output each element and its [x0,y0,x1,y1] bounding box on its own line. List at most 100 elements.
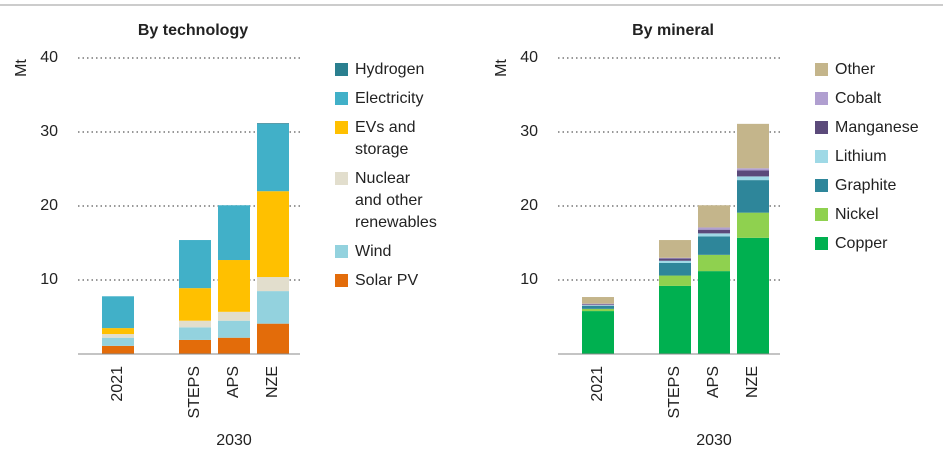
legend-label: EVs and storage [355,119,416,158]
legend: Hydrogen Electricity EVs and storage Nuclea… [335,59,439,299]
bar-segment [179,320,211,328]
y-tick-label: 40 [520,49,538,66]
y-tick-label: 10 [40,271,58,288]
legend-label: Copper [835,235,888,252]
x-group-label: 2030 [696,432,732,449]
bar-segment [179,327,211,340]
legend: Other Cobalt Manganese Lithium Graphite Nicke… [815,59,919,262]
bar-segment [179,240,211,289]
bar-segment [257,277,289,292]
bar-segment [698,205,730,228]
bar-segment [737,237,769,354]
bar-segment [737,168,769,171]
bar-segment [698,227,730,230]
legend-swatch [335,245,348,258]
bar-segment [737,176,769,181]
bar-segment [218,205,250,261]
legend-swatch [815,237,828,250]
legend-item: Wind [335,241,439,263]
bar-segment [737,212,769,238]
legend-label: Electricity [355,90,424,107]
bar-segment [257,191,289,278]
x-tick-label: APS [225,366,242,398]
bar-segment [737,170,769,177]
bar-segment [257,123,289,192]
y-tick-label: 30 [520,123,538,140]
legend-item: Manganese [815,117,919,139]
bar-segment [582,305,614,306]
y-tick-label: 40 [40,49,58,66]
bar-segment [218,337,250,354]
bar-segment [582,311,614,354]
bar-segment [659,285,691,354]
bar-segment [179,339,211,354]
legend-label: Wind [355,243,392,260]
bar-segment [698,229,730,234]
bar-segment [698,236,730,255]
bar-segment [698,271,730,354]
legend-item: Nuclear and other renewables [335,168,439,234]
legend-label: Other [835,61,876,78]
bar-segment [659,240,691,258]
bar-segment [218,320,250,338]
bar-segment [102,345,134,354]
x-tick-label: NZE [744,366,761,398]
legend-label: Solar PV [355,272,419,289]
bar-segment [218,260,250,312]
bar-segment [582,303,614,305]
bar-segment [582,297,614,304]
legend-item: Cobalt [815,88,919,110]
legend-swatch [815,208,828,221]
legend-swatch [335,92,348,105]
bar-segment [698,233,730,237]
y-tick-label: 30 [40,123,58,140]
legend-label: Nickel [835,206,879,223]
y-tick-label: 10 [520,271,538,288]
bar-segment [582,304,614,306]
bar-segment [582,305,614,309]
x-tick-label: 2021 [589,366,606,402]
legend-item: Nickel [815,204,919,226]
legend-swatch [815,63,828,76]
x-tick-label: 2021 [109,366,126,402]
legend-item: Lithium [815,146,919,168]
chart-title: By mineral [632,22,714,39]
y-axis-label: Mt [493,59,510,77]
bar-segment [659,260,691,263]
legend-swatch [815,150,828,163]
legend-label: Nuclear and other renewables [355,170,437,231]
bar-segment [737,123,769,169]
y-tick-label: 20 [40,197,58,214]
legend-swatch [335,274,348,287]
bar-segment [737,180,769,213]
legend-label: Hydrogen [355,61,425,78]
legend-item: EVs and storage [335,117,439,161]
bar-segment [102,328,134,335]
x-tick-label: STEPS [666,366,683,418]
x-tick-label: APS [705,366,722,398]
legend-label: Cobalt [835,90,882,107]
bar-segment [257,291,289,324]
bar-segment [659,257,691,259]
bar-segment [698,254,730,272]
y-axis-label: Mt [13,59,30,77]
legend-item: Other [815,59,919,81]
legend-label: Manganese [835,119,919,136]
legend-label: Lithium [835,148,887,165]
bar-segment [659,262,691,276]
bar-segment [102,337,134,346]
legend-swatch [335,121,348,134]
legend-swatch [335,63,348,76]
bar-segment [659,275,691,286]
bar-segment [582,308,614,312]
x-group-label: 2030 [216,432,252,449]
x-tick-label: NZE [264,366,281,398]
legend-swatch [815,92,828,105]
legend-label: Graphite [835,177,897,194]
legend-item: Copper [815,233,919,255]
y-tick-label: 20 [520,197,538,214]
legend-swatch [335,172,348,185]
bar-segment [102,296,134,329]
